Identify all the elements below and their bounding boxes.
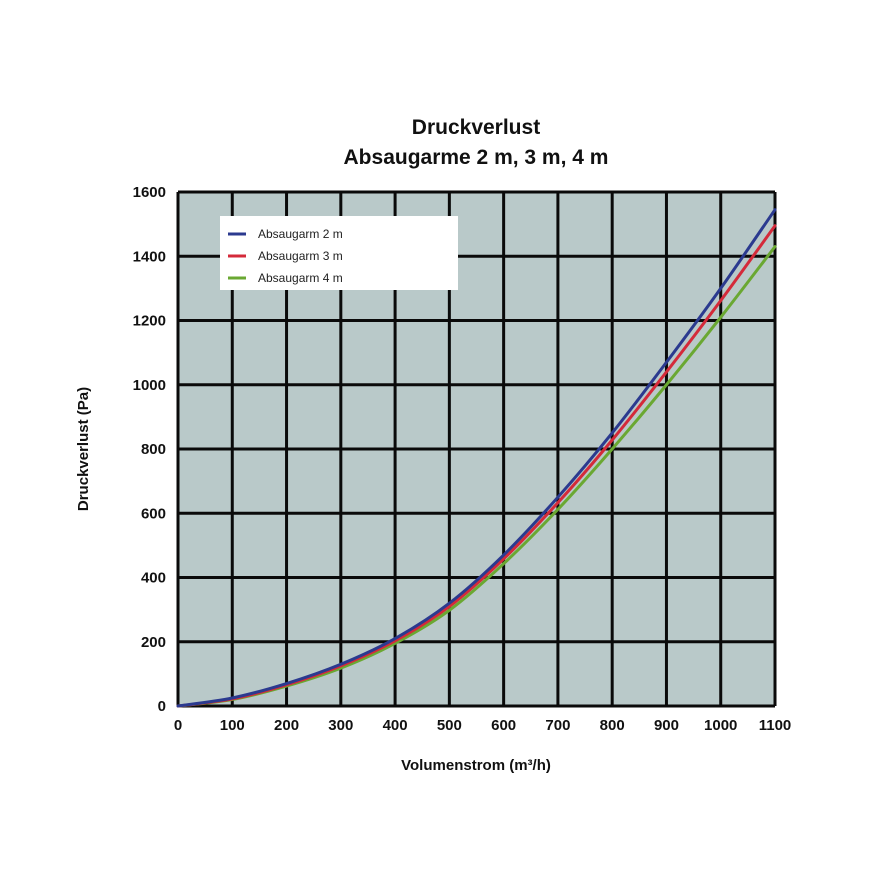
y-tick-labels: 0 200 400 600 800 1000 1200 1400 1600 xyxy=(133,184,166,715)
x-tick-label: 800 xyxy=(600,717,625,734)
y-tick-label: 800 xyxy=(141,441,166,458)
legend-label: Absaugarm 4 m xyxy=(258,271,343,285)
y-tick-label: 1600 xyxy=(133,184,166,201)
x-axis-label: Volumenstrom (m³/h) xyxy=(401,757,551,774)
x-tick-label: 1100 xyxy=(759,717,792,734)
legend-label: Absaugarm 2 m xyxy=(258,227,343,241)
y-tick-label: 1200 xyxy=(133,313,166,330)
x-tick-label: 900 xyxy=(654,717,679,734)
x-tick-label: 200 xyxy=(274,717,299,734)
x-tick-label: 600 xyxy=(491,717,516,734)
y-tick-label: 1400 xyxy=(133,248,166,265)
x-tick-label: 100 xyxy=(220,717,245,734)
y-tick-label: 0 xyxy=(158,698,166,715)
x-tick-labels: 0 100 200 300 400 500 600 700 800 900 1000 1100 xyxy=(174,717,791,734)
x-tick-label: 700 xyxy=(545,717,570,734)
y-tick-label: 200 xyxy=(141,634,166,651)
chart-title: Druckverlust xyxy=(412,116,540,139)
x-tick-label: 1000 xyxy=(704,717,737,734)
x-tick-label: 300 xyxy=(328,717,353,734)
y-tick-label: 600 xyxy=(141,505,166,522)
y-tick-label: 1000 xyxy=(133,377,166,394)
y-tick-label: 400 xyxy=(141,570,166,587)
x-tick-label: 400 xyxy=(383,717,408,734)
data-lines xyxy=(176,208,777,708)
y-axis-label: Druckverlust (Pa) xyxy=(75,387,92,511)
x-tick-label: 500 xyxy=(437,717,462,734)
series-line-1 xyxy=(176,208,777,708)
chart-subtitle: Absaugarme 2 m, 3 m, 4 m xyxy=(344,146,609,169)
legend-label: Absaugarm 3 m xyxy=(258,249,343,263)
legend-box xyxy=(220,216,458,290)
x-tick-label: 0 xyxy=(174,717,182,734)
legend: Absaugarm 2 m Absaugarm 3 m Absaugarm 4 m xyxy=(220,216,458,290)
